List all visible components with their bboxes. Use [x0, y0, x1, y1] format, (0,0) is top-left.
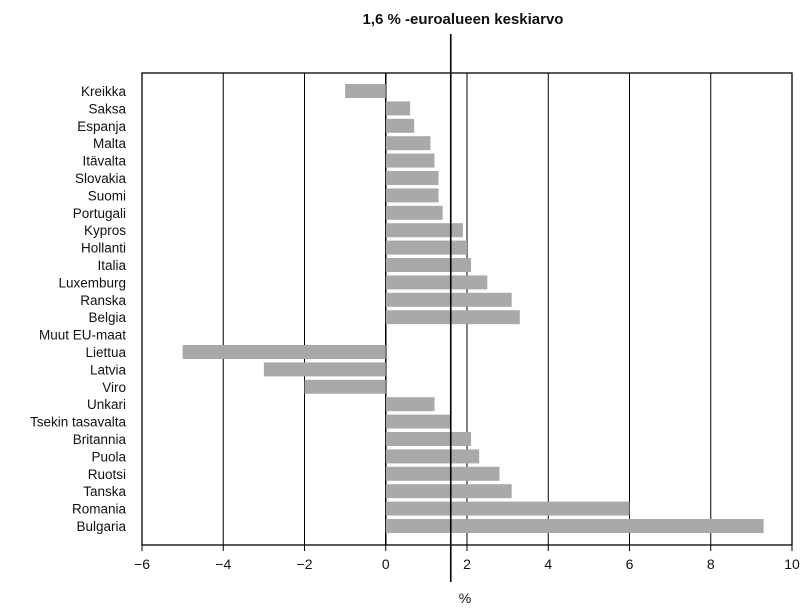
bar	[385, 501, 630, 516]
category-label: Kypros	[84, 223, 126, 238]
bar	[385, 292, 512, 307]
tick-label: 8	[707, 556, 715, 572]
category-label: Portugali	[73, 206, 126, 221]
tick-label: −2	[297, 556, 313, 572]
category-label: Latvia	[90, 362, 127, 377]
category-label: Malta	[93, 136, 127, 151]
tick-label: 10	[784, 556, 800, 572]
category-label: Bulgaria	[76, 519, 126, 534]
bar	[385, 136, 431, 151]
bar	[385, 432, 472, 446]
category-label: Suomi	[88, 188, 126, 203]
category-label: Slovakia	[75, 171, 127, 186]
category-label: Saksa	[88, 101, 126, 116]
bar	[385, 101, 411, 116]
category-label: Romania	[72, 502, 127, 517]
bar	[385, 205, 443, 220]
bar	[385, 519, 764, 533]
bar	[385, 310, 520, 325]
category-label: Unkari	[87, 397, 126, 412]
bar	[304, 379, 386, 394]
tick-label: 4	[544, 556, 552, 572]
x-axis-label: %	[459, 590, 471, 606]
category-label: Muut EU-maat	[39, 328, 126, 343]
grid-lines	[222, 73, 712, 545]
bar	[385, 258, 472, 272]
category-label: Belgia	[88, 310, 126, 325]
category-label: Espanja	[77, 119, 126, 134]
chart-title: 1,6 % -euroalueen keskiarvo	[363, 11, 564, 28]
bar	[385, 171, 439, 185]
category-label: Ruotsi	[88, 467, 126, 482]
category-label: Italia	[97, 258, 126, 273]
bar	[385, 414, 451, 429]
bar	[385, 153, 435, 168]
category-label: Hollanti	[81, 241, 126, 256]
bar	[385, 484, 512, 499]
bar	[385, 466, 500, 481]
category-labels: Kreikka Saksa Espanja Malta Itävalta Slovakia…	[30, 84, 127, 534]
bar	[182, 345, 386, 359]
bar	[385, 223, 463, 238]
tick-label: 6	[626, 556, 634, 572]
bar	[385, 449, 480, 464]
bar	[385, 118, 415, 133]
tick-label: 0	[382, 556, 390, 572]
tick-label: −4	[215, 556, 231, 572]
bar	[385, 275, 488, 290]
category-label: Tsekin tasavalta	[30, 415, 127, 430]
bar	[263, 362, 386, 377]
category-label: Itävalta	[82, 154, 126, 169]
category-label: Ranska	[80, 293, 126, 308]
bar	[385, 397, 435, 412]
category-label: Britannia	[73, 432, 127, 447]
category-label: Luxemburg	[58, 275, 126, 290]
bar	[385, 188, 439, 203]
category-label: Kreikka	[81, 84, 127, 99]
category-label: Viro	[102, 380, 126, 395]
tick-label: −6	[134, 556, 150, 572]
tick-label: 2	[463, 556, 471, 572]
bar	[345, 84, 386, 98]
x-axis-ticks: −6 −4 −2 0 2 4 6 8 10	[134, 545, 800, 572]
category-label: Puola	[91, 449, 126, 464]
bar	[385, 240, 467, 255]
category-label: Liettua	[85, 345, 126, 360]
bars	[182, 84, 764, 533]
category-label: Tanska	[83, 484, 126, 499]
